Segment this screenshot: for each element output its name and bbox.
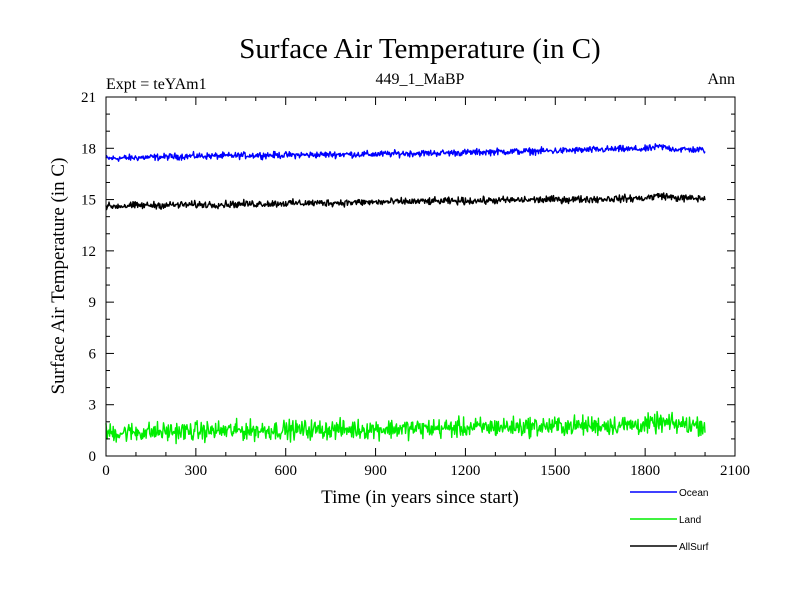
x-tick-label: 1200 bbox=[450, 463, 480, 479]
series-line-allsurf bbox=[105, 192, 706, 211]
series-line-ocean bbox=[105, 143, 706, 162]
chart-title: Surface Air Temperature (in C) bbox=[239, 33, 600, 65]
x-tick-label: 0 bbox=[102, 463, 110, 479]
y-tick-label: 21 bbox=[81, 90, 96, 106]
series-line-land bbox=[105, 410, 706, 445]
x-tick-label: 900 bbox=[364, 463, 387, 479]
y-tick-label: 6 bbox=[89, 346, 97, 362]
x-axis-label: Time (in years since start) bbox=[321, 487, 519, 508]
x-tick-label: 300 bbox=[185, 463, 208, 479]
x-tick-label: 2100 bbox=[720, 463, 750, 479]
legend: Ocean Land AllSurf bbox=[630, 488, 709, 553]
y-tick-label: 3 bbox=[89, 398, 97, 414]
legend-label-ocean: Ocean bbox=[679, 488, 708, 499]
y-tick-label: 12 bbox=[81, 244, 96, 260]
x-tick-label: 1500 bbox=[540, 463, 570, 479]
series-layer bbox=[105, 143, 706, 445]
x-tick-label: 1800 bbox=[630, 463, 660, 479]
y-tick-label: 0 bbox=[89, 449, 97, 465]
legend-label-land: Land bbox=[679, 515, 701, 526]
experiment-label: Expt = teYAm1 bbox=[106, 76, 207, 93]
legend-label-allsurf: AllSurf bbox=[679, 542, 709, 553]
y-axis: 0 3 6 9 12 15 18 21 bbox=[81, 90, 735, 465]
y-tick-label: 9 bbox=[89, 295, 97, 311]
y-tick-label: 18 bbox=[81, 141, 96, 157]
plot-frame bbox=[105, 96, 736, 457]
x-tick-label: 600 bbox=[274, 463, 297, 479]
y-axis-label: Surface Air Temperature (in C) bbox=[48, 158, 69, 395]
x-axis: 0 300 600 900 1200 1500 1800 2100 bbox=[102, 97, 750, 479]
period-label: Ann bbox=[707, 71, 735, 88]
chart-subtitle: 449_1_MaBP bbox=[376, 71, 465, 88]
y-tick-label: 15 bbox=[81, 193, 96, 209]
